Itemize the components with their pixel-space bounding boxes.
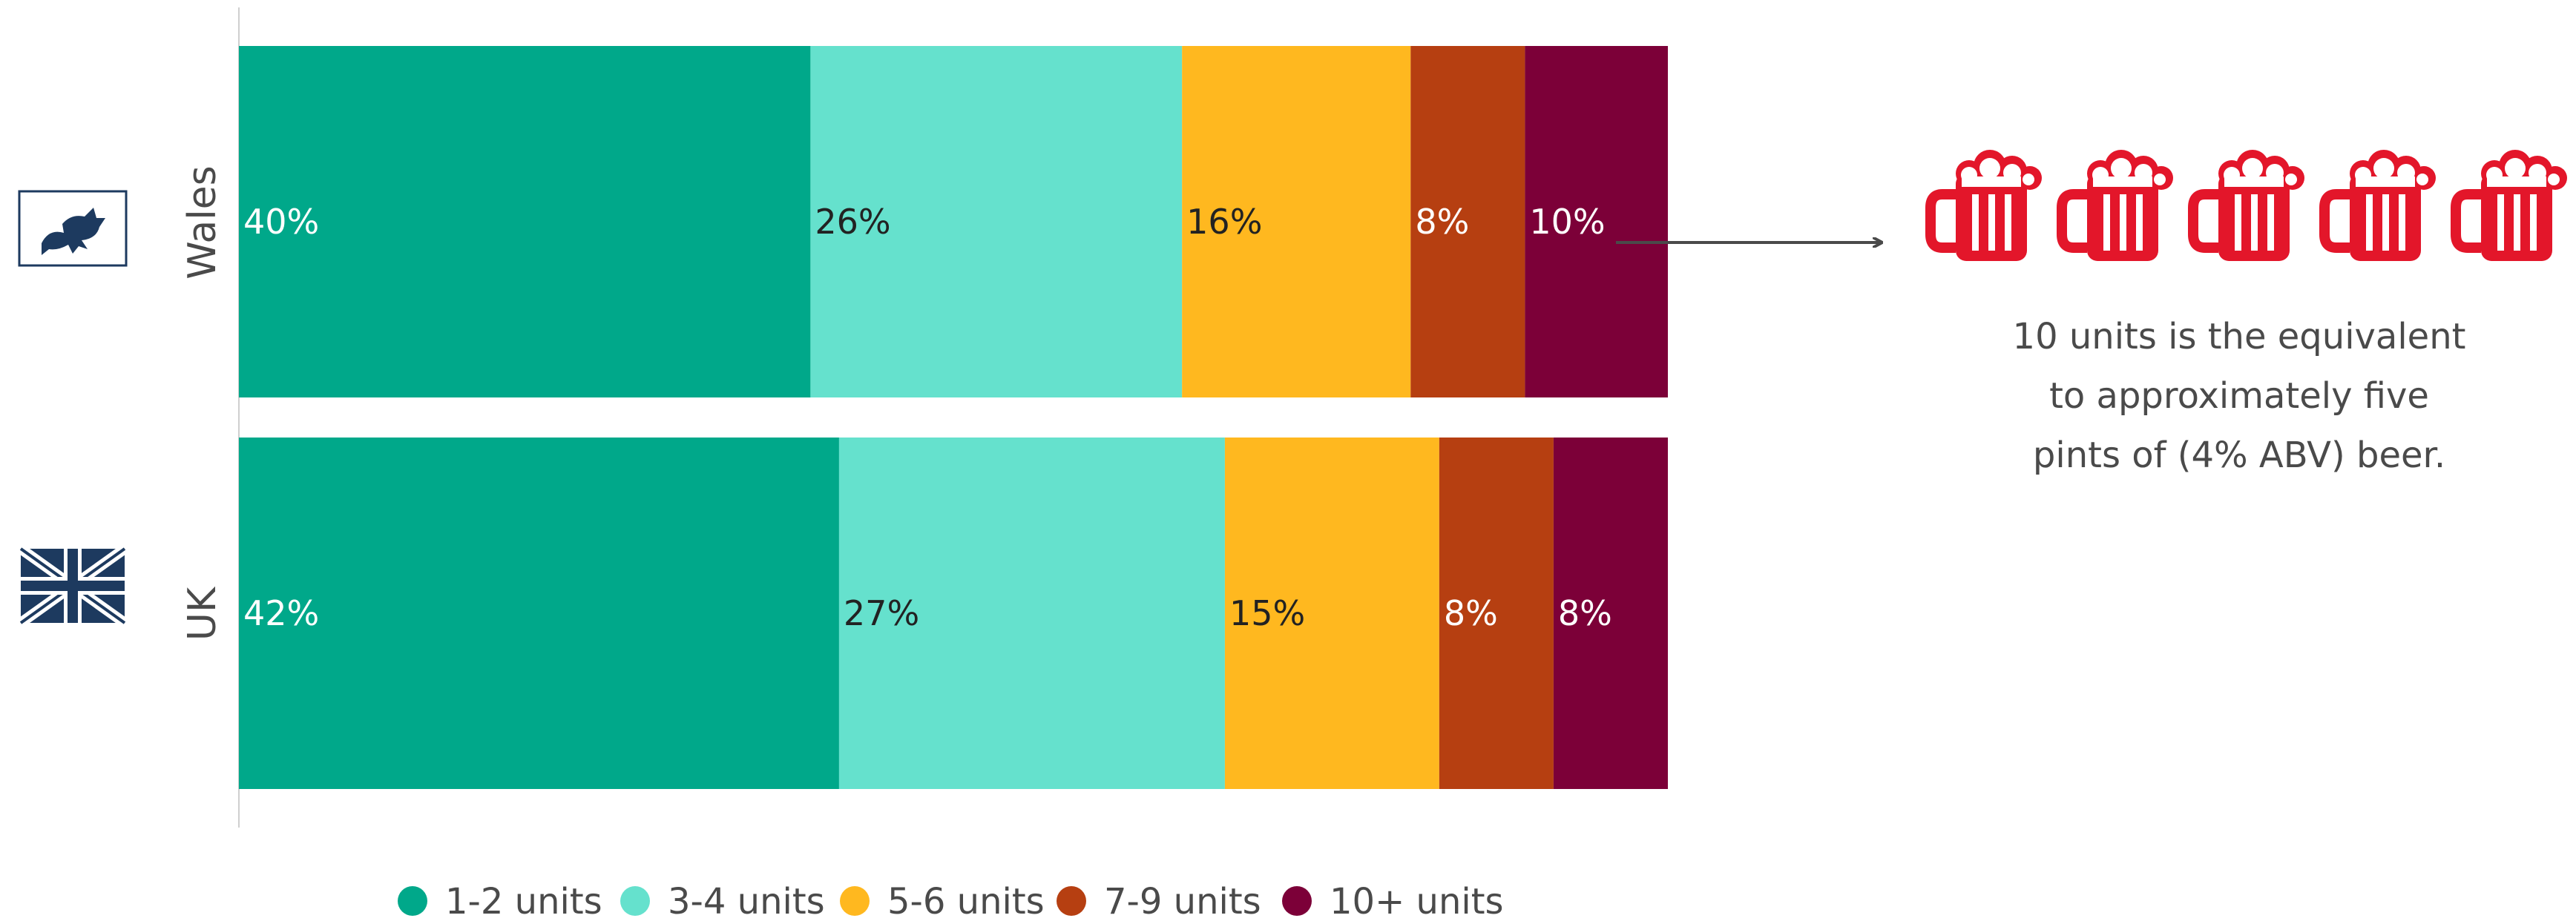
legend-label-0: 1-2 units bbox=[445, 881, 602, 921]
segment-labels: 40% 26% 16% 8% 10% 42% 27% 15% 8% 8% bbox=[243, 202, 1612, 633]
bar-wales-series-0 bbox=[239, 46, 811, 397]
data-label-wales-series-3: 8% bbox=[1415, 202, 1469, 242]
category-label-wales: Wales bbox=[180, 165, 225, 280]
data-label-uk-series-1: 27% bbox=[844, 593, 919, 633]
beer-mug-icon bbox=[2324, 150, 2436, 261]
bar-wales-series-4 bbox=[1525, 46, 1668, 397]
legend-swatch-0 bbox=[398, 886, 427, 916]
data-label-uk-series-2: 15% bbox=[1229, 593, 1305, 633]
bar-wales-series-3 bbox=[1410, 46, 1525, 397]
legend-swatch-3 bbox=[1057, 886, 1086, 916]
bar-segments bbox=[239, 46, 1668, 789]
beer-mug-icon bbox=[2062, 150, 2173, 261]
data-label-wales-series-0: 40% bbox=[243, 202, 319, 242]
data-label-wales-series-2: 16% bbox=[1186, 202, 1262, 242]
bar-wales-series-2 bbox=[1182, 46, 1411, 397]
data-label-uk-series-4: 8% bbox=[1558, 593, 1612, 633]
legend-swatch-2 bbox=[840, 886, 870, 916]
legend-label-3: 7-9 units bbox=[1104, 881, 1261, 921]
category-label-uk: UK bbox=[180, 586, 225, 641]
beer-mug-icons bbox=[1931, 150, 2567, 261]
legend-label-4: 10+ units bbox=[1330, 881, 1504, 921]
annotation-line-1: 10 units is the equivalent bbox=[2013, 316, 2466, 357]
annotation-line-3: pints of (4% ABV) beer. bbox=[2033, 435, 2445, 476]
bar-uk-series-0 bbox=[239, 438, 839, 789]
beer-mug-icon bbox=[2193, 150, 2304, 261]
beer-mug-icon bbox=[1931, 150, 2042, 261]
welsh-flag-icon bbox=[18, 190, 128, 267]
annotation-line-2: to approximately five bbox=[2049, 375, 2429, 417]
bar-uk-series-4 bbox=[1553, 438, 1668, 789]
beer-mug-icon bbox=[2456, 150, 2567, 261]
legend-label-1: 3-4 units bbox=[668, 881, 825, 921]
data-label-uk-series-3: 8% bbox=[1444, 593, 1498, 633]
legend-swatch-1 bbox=[620, 886, 650, 916]
data-label-wales-series-1: 26% bbox=[815, 202, 890, 242]
legend: 1-2 units 3-4 units 5-6 units 7-9 units 10+ … bbox=[398, 881, 1504, 921]
legend-label-2: 5-6 units bbox=[887, 881, 1045, 921]
legend-swatch-4 bbox=[1282, 886, 1312, 916]
bar-uk-series-2 bbox=[1224, 438, 1439, 789]
bar-uk-series-3 bbox=[1439, 438, 1554, 789]
data-label-uk-series-0: 42% bbox=[243, 593, 319, 633]
bar-uk-series-1 bbox=[838, 438, 1225, 789]
bar-wales-series-1 bbox=[810, 46, 1183, 397]
annotation-text: 10 units is the equivalent to approximat… bbox=[2013, 316, 2466, 476]
uk-flag-icon bbox=[17, 544, 128, 627]
data-label-wales-series-4: 10% bbox=[1529, 202, 1605, 242]
